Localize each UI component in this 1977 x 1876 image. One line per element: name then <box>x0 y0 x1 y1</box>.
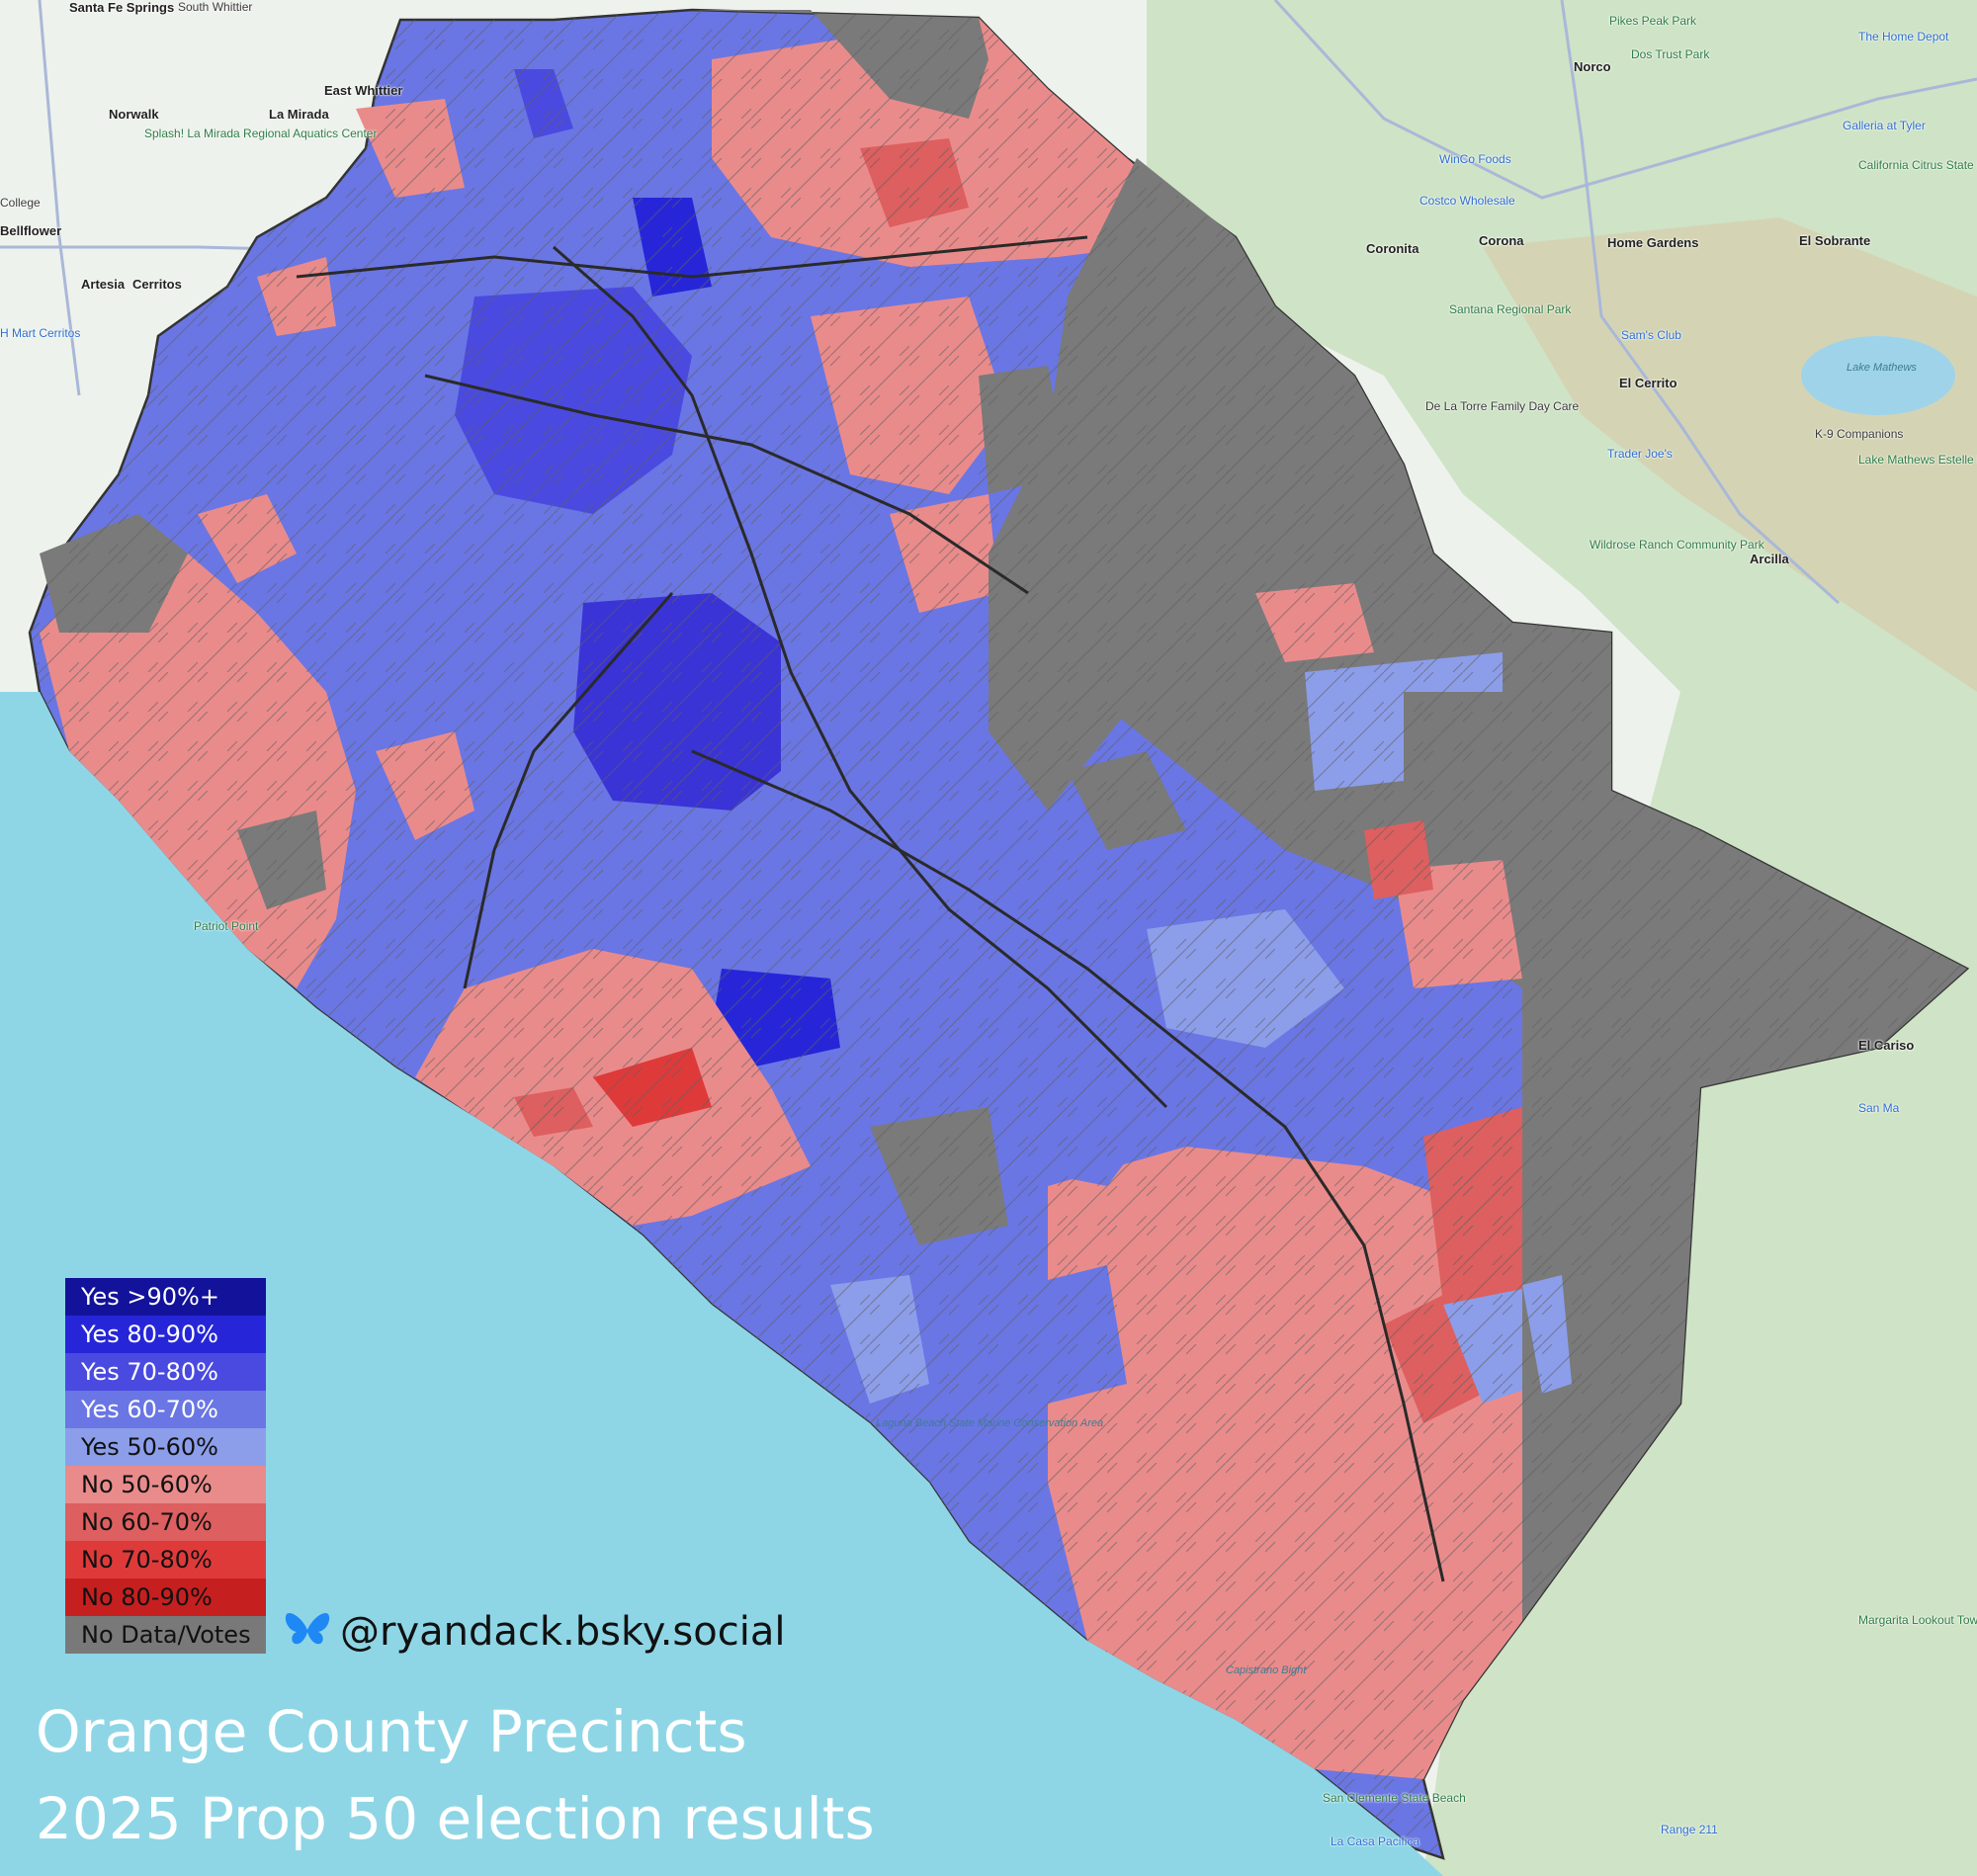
legend-item: No 50-60% <box>65 1466 266 1503</box>
place-label: Lake Mathews Estelle Mountain Reserve <box>1858 453 1977 467</box>
place-label: Arcilla <box>1750 552 1789 566</box>
place-label: Bellflower <box>0 223 62 238</box>
title-line-1: Orange County Precincts <box>36 1698 747 1765</box>
pacific-ocean <box>0 692 1443 1876</box>
legend-label: Yes 60-70% <box>81 1396 218 1423</box>
place-label: El Cariso <box>1858 1038 1915 1053</box>
legend-label: No 80-90% <box>81 1583 213 1611</box>
legend-label: No 70-80% <box>81 1546 213 1574</box>
place-label: Galleria at Tyler <box>1843 119 1926 132</box>
title-line-2: 2025 Prop 50 election results <box>36 1785 875 1852</box>
legend-item: No Data/Votes <box>65 1616 266 1654</box>
place-label: Laguna Beach State Marine Conservation A… <box>876 1417 1104 1429</box>
legend-item: No 80-90% <box>65 1578 266 1616</box>
place-label: South Whittier <box>178 0 253 14</box>
place-label: Corona <box>1479 233 1524 248</box>
legend-item: Yes 70-80% <box>65 1353 266 1391</box>
legend-item: Yes >90%+ <box>65 1278 266 1316</box>
place-label: La Casa Pacifica <box>1331 1834 1420 1848</box>
place-label: East Whittier <box>324 83 403 98</box>
place-label: Costco Wholesale <box>1419 194 1515 208</box>
place-label: Wildrose Ranch Community Park <box>1590 538 1764 552</box>
place-label: San Clemente State Beach <box>1323 1791 1466 1805</box>
place-label: La Mirada <box>269 107 329 122</box>
place-label: El Cerrito <box>1619 376 1677 390</box>
hills-area-2 <box>1483 217 1977 692</box>
place-label: H Mart Cerritos <box>0 326 81 340</box>
place-label: San Ma <box>1858 1101 1900 1115</box>
legend-label: Yes 70-80% <box>81 1358 218 1386</box>
place-label: Capistrano Bight <box>1226 1664 1307 1676</box>
map-title: Orange County Precincts 2025 Prop 50 ele… <box>36 1688 875 1862</box>
lake-mathews <box>1801 336 1955 415</box>
place-label: Artesia <box>81 277 126 292</box>
butterfly-icon <box>285 1608 330 1656</box>
place-label: Patriot Point <box>194 919 259 933</box>
place-label: Pikes Peak Park <box>1609 14 1697 28</box>
place-label: WinCo Foods <box>1439 152 1511 166</box>
place-label: Cerritos <box>132 277 182 292</box>
legend-label: Yes 80-90% <box>81 1321 218 1348</box>
credit-handle: @ryandack.bsky.social <box>340 1609 786 1655</box>
place-label: Trader Joe's <box>1607 447 1673 461</box>
legend-item: No 60-70% <box>65 1503 266 1541</box>
place-label: Dos Trust Park <box>1631 47 1710 61</box>
credit: @ryandack.bsky.social <box>285 1607 785 1657</box>
legend-item: Yes 50-60% <box>65 1428 266 1466</box>
place-label: De La Torre Family Day Care <box>1425 399 1580 413</box>
place-label: Santa Fe Springs <box>69 0 175 15</box>
legend-label: No 50-60% <box>81 1471 213 1498</box>
legend-label: Yes 50-60% <box>81 1433 218 1461</box>
legend-item: Yes 60-70% <box>65 1391 266 1428</box>
place-label: Coronita <box>1366 241 1419 256</box>
legend-item: No 70-80% <box>65 1541 266 1578</box>
legend: Yes >90%+ Yes 80-90% Yes 70-80% Yes 60-70% Y… <box>65 1278 266 1654</box>
place-label: Sam's Club <box>1621 328 1681 342</box>
place-label: Norco <box>1574 59 1611 74</box>
place-label: College <box>0 196 41 210</box>
place-label: El Sobrante <box>1799 233 1871 248</box>
legend-label: Yes >90%+ <box>81 1283 219 1311</box>
place-label: Splash! La Mirada Regional Aquatics Cent… <box>144 127 378 140</box>
place-label: Lake Mathews <box>1847 362 1917 374</box>
legend-item: Yes 80-90% <box>65 1316 266 1353</box>
place-label: California Citrus State Historic Park <box>1858 158 1977 172</box>
place-label: Range 211 <box>1661 1823 1718 1836</box>
place-label: Norwalk <box>109 107 159 122</box>
place-label: The Home Depot <box>1858 30 1949 43</box>
legend-label: No Data/Votes <box>81 1621 251 1649</box>
county-precincts <box>28 8 1970 1860</box>
place-label: Margarita Lookout Tower <box>1858 1613 1977 1627</box>
legend-label: No 60-70% <box>81 1508 213 1536</box>
place-label: K-9 Companions <box>1815 427 1904 441</box>
place-label: Home Gardens <box>1607 235 1699 250</box>
place-label: Santana Regional Park <box>1449 302 1572 316</box>
